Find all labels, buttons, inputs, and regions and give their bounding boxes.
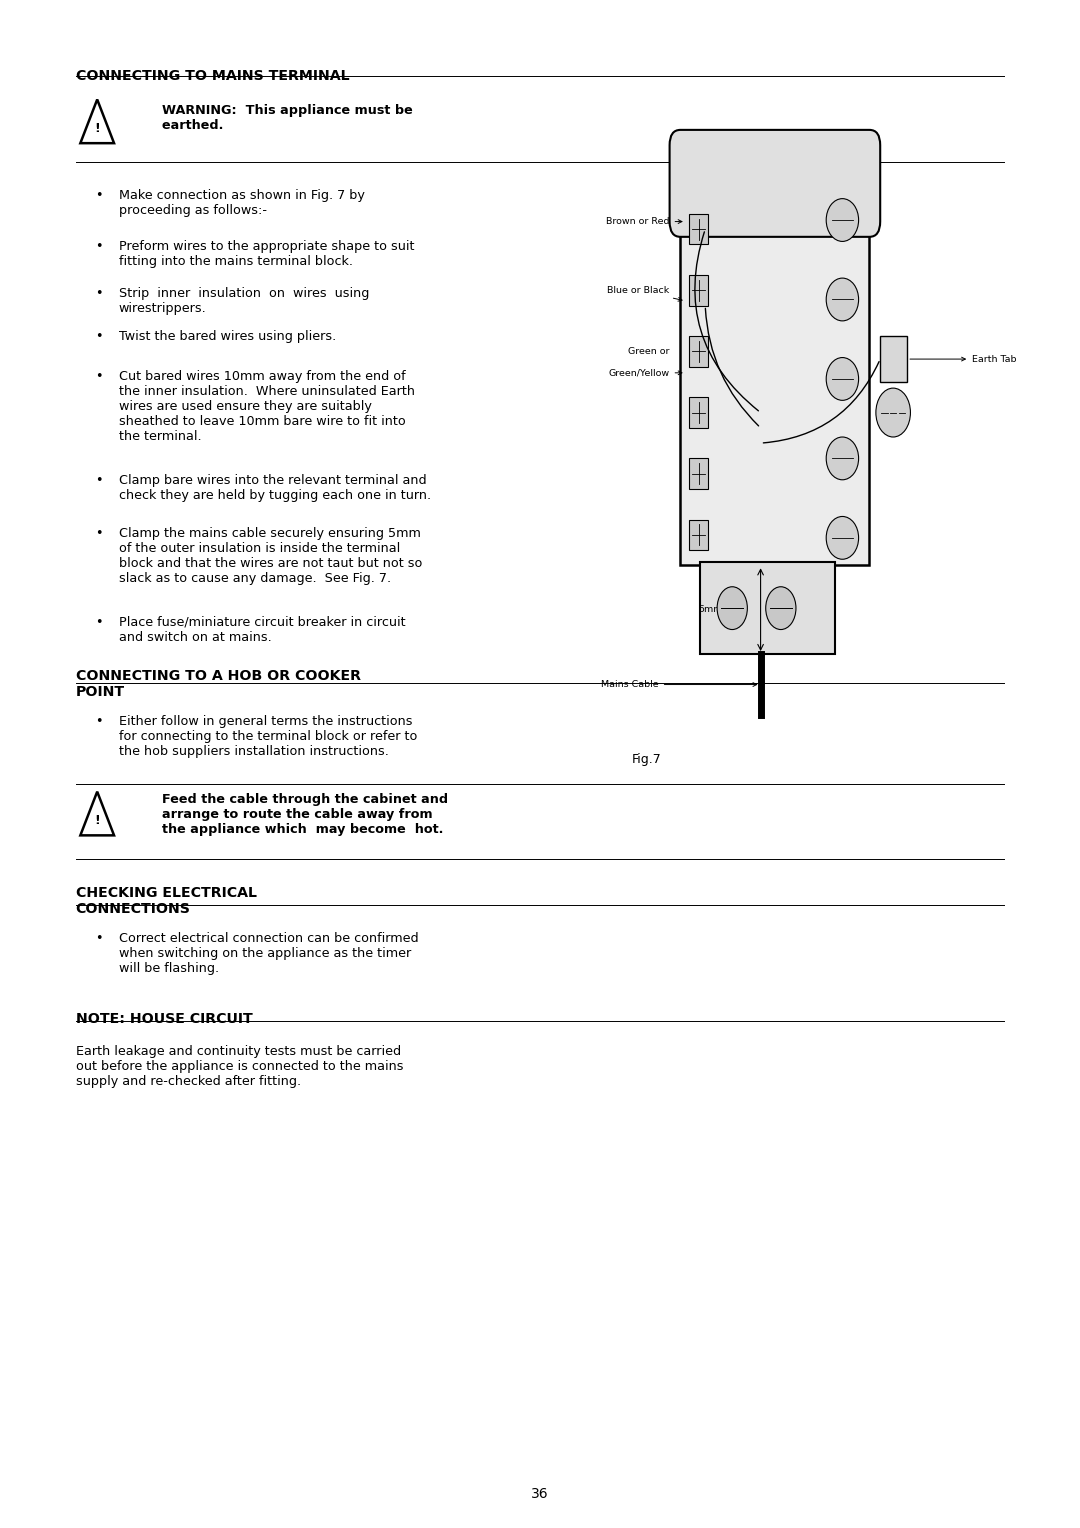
Text: •: • [96,370,103,384]
Ellipse shape [826,278,859,321]
Text: Make connection as shown in Fig. 7 by
proceeding as follows:-: Make connection as shown in Fig. 7 by pr… [119,189,365,217]
Text: •: • [96,330,103,344]
Bar [689,397,708,428]
Ellipse shape [826,358,859,400]
Text: •: • [96,715,103,729]
Text: •: • [96,240,103,254]
Circle shape [717,587,747,630]
Text: Green or: Green or [629,347,670,356]
Text: Either follow in general terms the instructions
for connecting to the terminal b: Either follow in general terms the instr… [119,715,417,758]
Text: 36: 36 [531,1487,549,1502]
Text: Fig.7: Fig.7 [632,753,662,767]
Text: Correct electrical connection can be confirmed
when switching on the appliance a: Correct electrical connection can be con… [119,932,418,975]
Text: Earth Tab: Earth Tab [910,354,1016,364]
Text: WARNING:  This appliance must be
earth​ed.: WARNING: This appliance must be earth​ed… [162,104,413,131]
Text: !: ! [94,814,100,827]
Text: •: • [96,287,103,301]
Text: CONNECTING TO MAINS TERMINAL: CONNECTING TO MAINS TERMINAL [76,69,349,83]
Text: Earth leakage and continuity tests must be carried
out before the appliance is c: Earth leakage and continuity tests must … [76,1045,403,1088]
Text: Feed the cable through the cabinet and
arrange to route the cable away from
the : Feed the cable through the cabinet and a… [162,793,448,836]
Text: •: • [96,527,103,541]
Ellipse shape [826,199,859,241]
Text: Mains Cable: Mains Cable [602,680,757,689]
Text: Green/Yellow: Green/Yellow [608,368,681,377]
Text: !: ! [94,122,100,134]
Text: •: • [96,932,103,946]
Bar [689,458,708,489]
Bar [689,275,708,306]
Text: •: • [96,474,103,487]
Text: Blue or Black: Blue or Black [607,286,683,301]
FancyBboxPatch shape [670,130,880,237]
Ellipse shape [826,437,859,480]
Bar [680,160,869,565]
Text: •: • [96,616,103,630]
Text: Place fuse/miniature circuit breaker in circuit
and switch on at mains.: Place fuse/miniature circuit breaker in … [119,616,405,643]
Circle shape [766,587,796,630]
Text: Strip  inner  insulation  on  wires  using
wirestrippers.: Strip inner insulation on wires using wi… [119,287,369,315]
Text: Clamp the mains cable securely ensuring 5mm
of the outer insulation is inside th: Clamp the mains cable securely ensuring … [119,527,422,585]
Ellipse shape [826,516,859,559]
Bar [689,214,708,244]
Text: Brown or Red: Brown or Red [606,217,681,226]
Text: CONNECTING TO A HOB OR COOKER
POINT: CONNECTING TO A HOB OR COOKER POINT [76,669,361,700]
Text: •: • [96,189,103,203]
Bar [880,336,907,382]
Bar [689,336,708,367]
Text: Cut bared wires 10mm away from the end of
the inner insulation.  Where uninsulat: Cut bared wires 10mm away from the end o… [119,370,415,443]
Bar [700,562,835,654]
Bar [689,520,708,550]
Text: Preform wires to the appropriate shape to suit
fitting into the mains terminal b: Preform wires to the appropriate shape t… [119,240,415,267]
Text: Clamp bare wires into the relevant terminal and
check they are held by tugging e: Clamp bare wires into the relevant termi… [119,474,431,501]
Circle shape [876,388,910,437]
Text: Twist the bared wires using pliers.: Twist the bared wires using pliers. [119,330,336,344]
Text: CHECKING ELECTRICAL
CONNECTIONS: CHECKING ELECTRICAL CONNECTIONS [76,886,257,917]
Text: 5mm: 5mm [699,605,723,614]
Text: NOTE: HOUSE CIRCUIT: NOTE: HOUSE CIRCUIT [76,1012,253,1025]
